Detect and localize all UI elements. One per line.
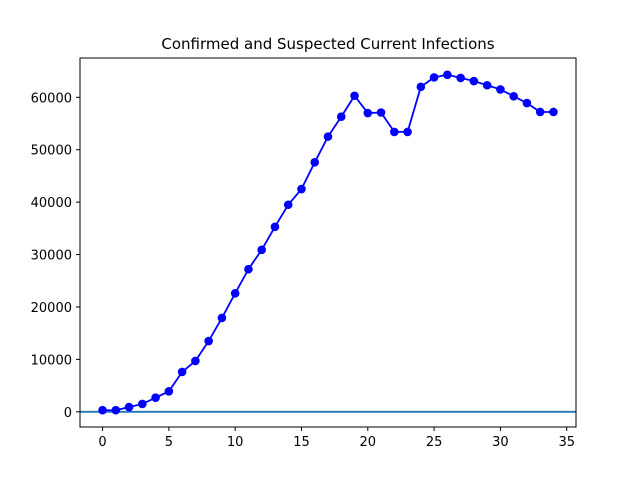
x-tick-label: 15 <box>293 435 310 450</box>
data-point <box>535 107 545 117</box>
data-point <box>363 108 373 118</box>
data-point <box>509 91 518 101</box>
axes: 0 5 10 15 20 25 30 35 0 10000 20000 30000 40000 50000… <box>31 57 577 450</box>
data-point <box>443 70 452 80</box>
data-point <box>390 127 399 137</box>
data-point <box>310 158 320 167</box>
data-point <box>549 107 558 117</box>
data-point <box>522 98 532 108</box>
data-point <box>230 289 240 298</box>
x-tick-label: 10 <box>227 435 244 450</box>
y-tick-label: 0 <box>64 406 72 421</box>
y-tick-label: 10000 <box>31 353 72 368</box>
data-point <box>151 393 160 402</box>
data-point <box>283 200 293 210</box>
data-point <box>217 313 227 323</box>
y-tick-label: 50000 <box>31 144 72 159</box>
x-tick-label: 30 <box>492 435 509 450</box>
data-point <box>429 73 439 82</box>
chart-title: Confirmed and Suspected Current Infectio… <box>161 35 494 53</box>
data-point <box>244 264 253 274</box>
data-point <box>297 184 306 194</box>
y-tick-label: 20000 <box>31 301 72 316</box>
x-tick-label: 25 <box>426 435 443 450</box>
data-point <box>336 112 346 122</box>
data-point <box>416 82 426 92</box>
data-point <box>270 222 280 232</box>
x-tick-label: 20 <box>360 435 377 450</box>
data-point <box>469 76 479 86</box>
plot-area <box>80 70 576 415</box>
series-line <box>102 73 554 412</box>
data-point <box>191 356 200 366</box>
data-point <box>323 132 333 141</box>
x-tick-label: 5 <box>165 435 173 450</box>
data-point <box>204 336 213 346</box>
plot-frame <box>79 57 577 428</box>
data-point <box>376 108 386 117</box>
data-point <box>456 73 465 83</box>
data-point <box>257 245 266 255</box>
data-point <box>403 127 412 137</box>
data-point <box>124 402 134 412</box>
y-tick-label: 40000 <box>31 196 72 211</box>
x-tick-label: 35 <box>558 435 575 450</box>
data-point <box>350 91 359 101</box>
data-point <box>111 405 121 415</box>
y-tick-label: 60000 <box>31 91 72 106</box>
data-point <box>177 367 187 377</box>
data-point <box>164 387 174 396</box>
data-point <box>138 399 147 409</box>
y-tick-label: 30000 <box>31 249 72 264</box>
x-tick-label: 0 <box>98 435 106 450</box>
data-point <box>482 80 492 90</box>
data-point <box>496 85 505 94</box>
data-point <box>98 405 107 415</box>
